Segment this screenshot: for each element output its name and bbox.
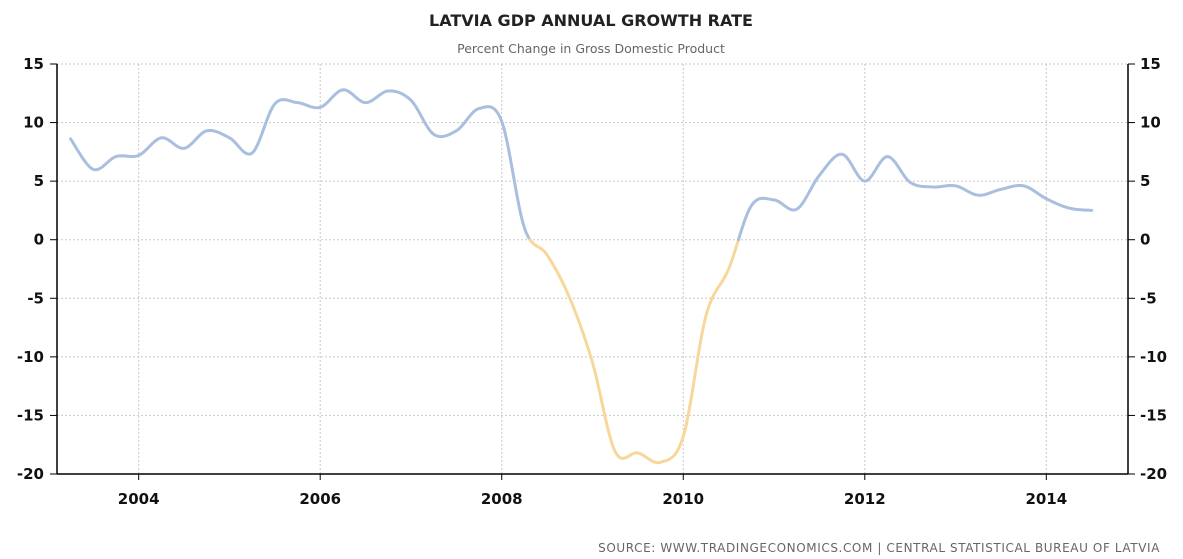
x-tick-label: 2014 [1025, 490, 1067, 508]
chart-title: LATVIA GDP ANNUAL GROWTH RATE [429, 11, 753, 30]
tick-labels: 15 15 10 10 5 5 0 0 -5 -5 -10 -10 -15 -15 -20 -20 2004 20… [17, 55, 1167, 508]
line-segment-positive [736, 152, 1094, 242]
series-line [69, 88, 1094, 465]
y-tick-label-left: -5 [27, 289, 44, 307]
y-tick-label-left: 5 [34, 172, 44, 190]
y-tick-label-right: 10 [1140, 114, 1161, 132]
y-tick-label-right: -5 [1140, 289, 1157, 307]
x-tick-label: 2004 [118, 490, 160, 508]
y-tick-label-left: -10 [17, 348, 44, 366]
y-tick-label-left: -20 [17, 465, 44, 483]
x-tick-label: 2008 [481, 490, 523, 508]
chart-subtitle: Percent Change in Gross Domestic Product [457, 41, 725, 56]
x-tick-label: 2012 [844, 490, 886, 508]
y-tick-label-right: 5 [1140, 172, 1150, 190]
y-tick-label-left: 0 [34, 231, 44, 249]
y-tick-label-right: -20 [1140, 465, 1167, 483]
line-segment-negative [528, 238, 740, 465]
axes [50, 63, 1135, 480]
y-tick-label-left: 10 [23, 114, 44, 132]
y-tick-label-left: 15 [23, 55, 44, 73]
y-tick-label-left: -15 [17, 406, 44, 424]
source-note: SOURCE: WWW.TRADINGECONOMICS.COM | CENTR… [598, 541, 1160, 555]
x-tick-label: 2010 [662, 490, 704, 508]
y-tick-label-right: -10 [1140, 348, 1167, 366]
y-tick-label-right: 15 [1140, 55, 1161, 73]
y-tick-label-right: -15 [1140, 406, 1167, 424]
line-segment-positive [69, 88, 532, 242]
grid-lines [57, 63, 1128, 474]
y-tick-label-right: 0 [1140, 231, 1150, 249]
x-tick-label: 2006 [299, 490, 341, 508]
